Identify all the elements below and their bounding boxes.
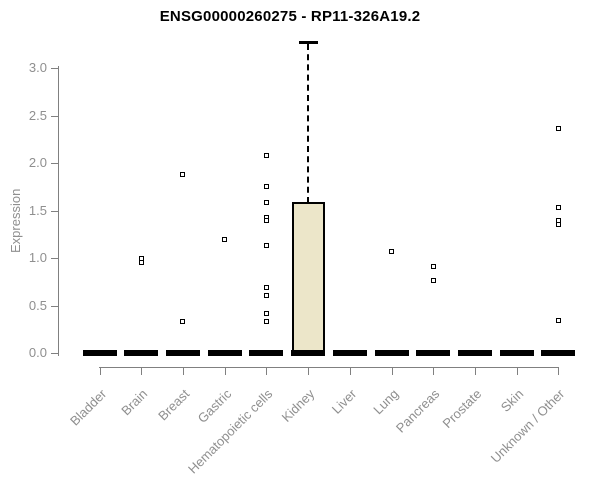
y-tick-label: 1.5 [28, 202, 47, 218]
box-kidney [291, 201, 325, 353]
median-line [207, 350, 242, 356]
x-tick [391, 368, 393, 375]
outlier-point [555, 318, 561, 324]
outlier-point [555, 126, 561, 132]
y-tick-label: 1.0 [28, 250, 47, 265]
y-tick [51, 305, 58, 307]
outlier-point [263, 284, 269, 290]
outlier-point [263, 217, 269, 223]
median-line [416, 350, 451, 356]
median-line [249, 350, 284, 356]
y-tick-label: 0.0 [28, 345, 47, 360]
x-tick [141, 368, 143, 375]
y-tick-label: 2.5 [28, 107, 47, 123]
x-tick [349, 368, 351, 375]
whisker-line [307, 44, 310, 203]
x-axis-line [99, 367, 559, 368]
x-tick [433, 368, 435, 375]
outlier-point [263, 319, 269, 325]
median-line [457, 350, 492, 356]
x-tick [558, 368, 560, 375]
median-line [165, 350, 200, 356]
outlier-point [389, 248, 395, 254]
x-tick [474, 368, 476, 375]
outlier-point [263, 152, 269, 158]
outlier-point [555, 222, 561, 228]
y-tick [51, 353, 58, 354]
y-tick-label: 3.0 [28, 60, 47, 75]
outlier-point [180, 319, 186, 325]
outlier-point [263, 200, 269, 206]
y-tick [51, 68, 58, 69]
outlier-point [263, 310, 269, 316]
outlier-point [263, 243, 269, 249]
whisker-cap [298, 41, 318, 45]
median-line [541, 350, 576, 356]
x-tick [182, 368, 184, 375]
x-tick [266, 368, 268, 375]
median-line [291, 350, 326, 356]
outlier-point [555, 205, 561, 211]
y-tick-label: 2.0 [28, 155, 47, 170]
outlier-point [430, 264, 436, 270]
y-axis-line [58, 66, 59, 356]
median-line [332, 350, 367, 356]
chart-title: ENSG00000260275 - RP11-326A19.2 [159, 8, 421, 25]
median-line [124, 350, 159, 356]
x-tick [99, 368, 101, 375]
median-line [499, 350, 534, 356]
outlier-point [263, 184, 269, 190]
outlier-point [555, 217, 561, 223]
y-tick [51, 115, 58, 117]
median-line [374, 350, 409, 356]
outlier-point [263, 292, 269, 298]
outlier-point [138, 260, 144, 266]
median-line [82, 350, 117, 356]
outlier-point [430, 278, 436, 284]
y-tick [51, 163, 58, 164]
y-tick-label: 0.5 [28, 297, 47, 313]
y-tick [51, 258, 58, 259]
y-tick [51, 210, 58, 212]
x-tick [516, 368, 518, 375]
outlier-point [222, 237, 228, 243]
outlier-point [180, 171, 186, 177]
x-tick [224, 368, 226, 375]
x-tick [308, 368, 310, 375]
